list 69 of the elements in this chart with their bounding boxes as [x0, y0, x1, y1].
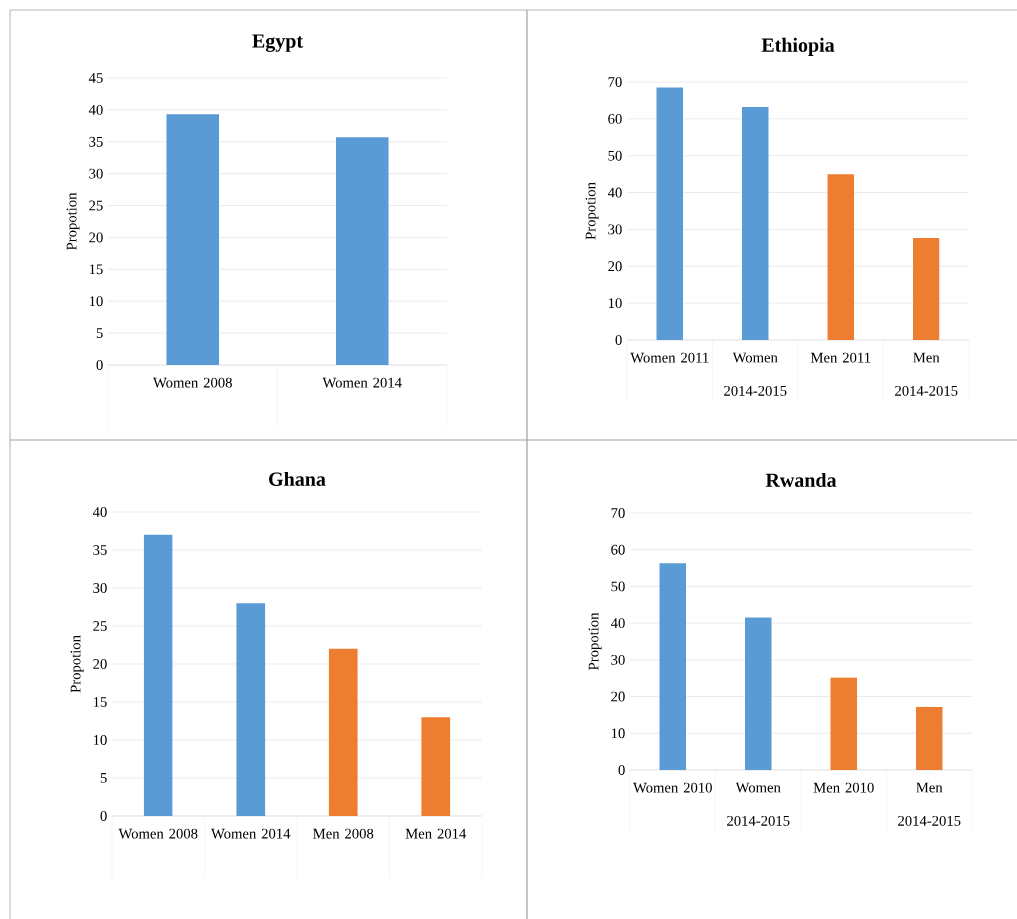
bar: [143, 534, 173, 816]
x-tick-label: Women 2008: [118, 828, 198, 839]
y-axis-title: Propotion: [70, 635, 84, 693]
y-tick-label: 35: [89, 136, 103, 147]
y-tick-label: 10: [608, 298, 622, 309]
y-tick-label: 70: [608, 77, 622, 87]
y-tick-label: 5: [96, 328, 103, 338]
y-tick-label: 20: [93, 659, 107, 669]
category-label: Men 2014-2015: [895, 352, 958, 396]
y-tick-label: 30: [89, 168, 103, 179]
x-tick-label: Women 2014: [211, 828, 291, 839]
bar: [916, 706, 943, 770]
y-axis-title: Propotion: [585, 182, 599, 240]
bar: [745, 617, 772, 770]
bar: [827, 174, 855, 340]
y-tick-label: 10: [89, 296, 103, 307]
bar: [656, 87, 684, 340]
y-tick-label: 60: [611, 544, 625, 555]
y-tick-label: 40: [610, 618, 625, 629]
y-tick-label: 50: [608, 150, 622, 161]
y-tick-label: 50: [611, 581, 625, 592]
x-tick-label: Men 2010: [813, 782, 874, 793]
y-tick-label: 20: [611, 691, 625, 702]
y-tick-label: 70: [611, 508, 625, 518]
y-axis-title: Propotion: [588, 612, 602, 670]
x-tick-label: Women 2014: [322, 377, 402, 388]
x-tick-label: Men 2011: [810, 352, 871, 363]
bar: [328, 648, 358, 816]
bar: [742, 107, 769, 340]
x-tick-label: Women 2010: [633, 782, 712, 793]
bar: [659, 563, 687, 770]
x-tick-label: Men 2014: [405, 828, 467, 839]
category-label: Women 2014-2015: [724, 352, 787, 396]
y-tick-label: 15: [93, 697, 107, 707]
y-tick-label: 0: [615, 335, 622, 345]
y-tick-label: 0: [96, 360, 103, 370]
y-tick-label: 25: [89, 200, 103, 211]
category-label: Men 2014-2015: [898, 782, 961, 826]
y-tick-label: 40: [92, 507, 107, 517]
y-tick-label: 10: [611, 728, 625, 739]
y-tick-label: 20: [608, 261, 622, 272]
y-tick-label: 40: [88, 104, 103, 115]
y-axis-title: Propotion: [66, 192, 80, 250]
bar: [421, 717, 451, 816]
bar: [830, 677, 858, 770]
x-tick-label: Women 2011: [630, 352, 709, 363]
chart-title: Egypt: [252, 34, 303, 52]
y-tick-label: 0: [618, 765, 625, 775]
y-tick-label: 30: [611, 654, 625, 665]
y-tick-label: 25: [93, 621, 107, 631]
bar: [913, 237, 940, 340]
y-tick-label: 5: [100, 773, 107, 783]
x-tick-label: Men 2008: [313, 828, 374, 839]
y-tick-label: 35: [93, 545, 107, 555]
chart-title: Rwanda: [765, 472, 837, 487]
chart-title: Ghana: [269, 471, 326, 486]
bar: [236, 603, 266, 816]
y-tick-label: 20: [89, 232, 103, 243]
y-tick-label: 15: [89, 264, 103, 275]
y-tick-label: 10: [93, 735, 107, 745]
y-tick-label: 0: [100, 811, 107, 821]
x-tick-label: Women 2008: [153, 377, 232, 388]
y-tick-label: 45: [88, 73, 103, 83]
y-tick-label: 30: [93, 583, 107, 593]
y-tick-label: 40: [607, 187, 622, 198]
y-tick-label: 30: [608, 224, 622, 235]
chart-title: Ethiopia: [761, 37, 835, 56]
category-label: Women 2014-2015: [727, 782, 790, 826]
y-tick-label: 60: [608, 113, 622, 124]
